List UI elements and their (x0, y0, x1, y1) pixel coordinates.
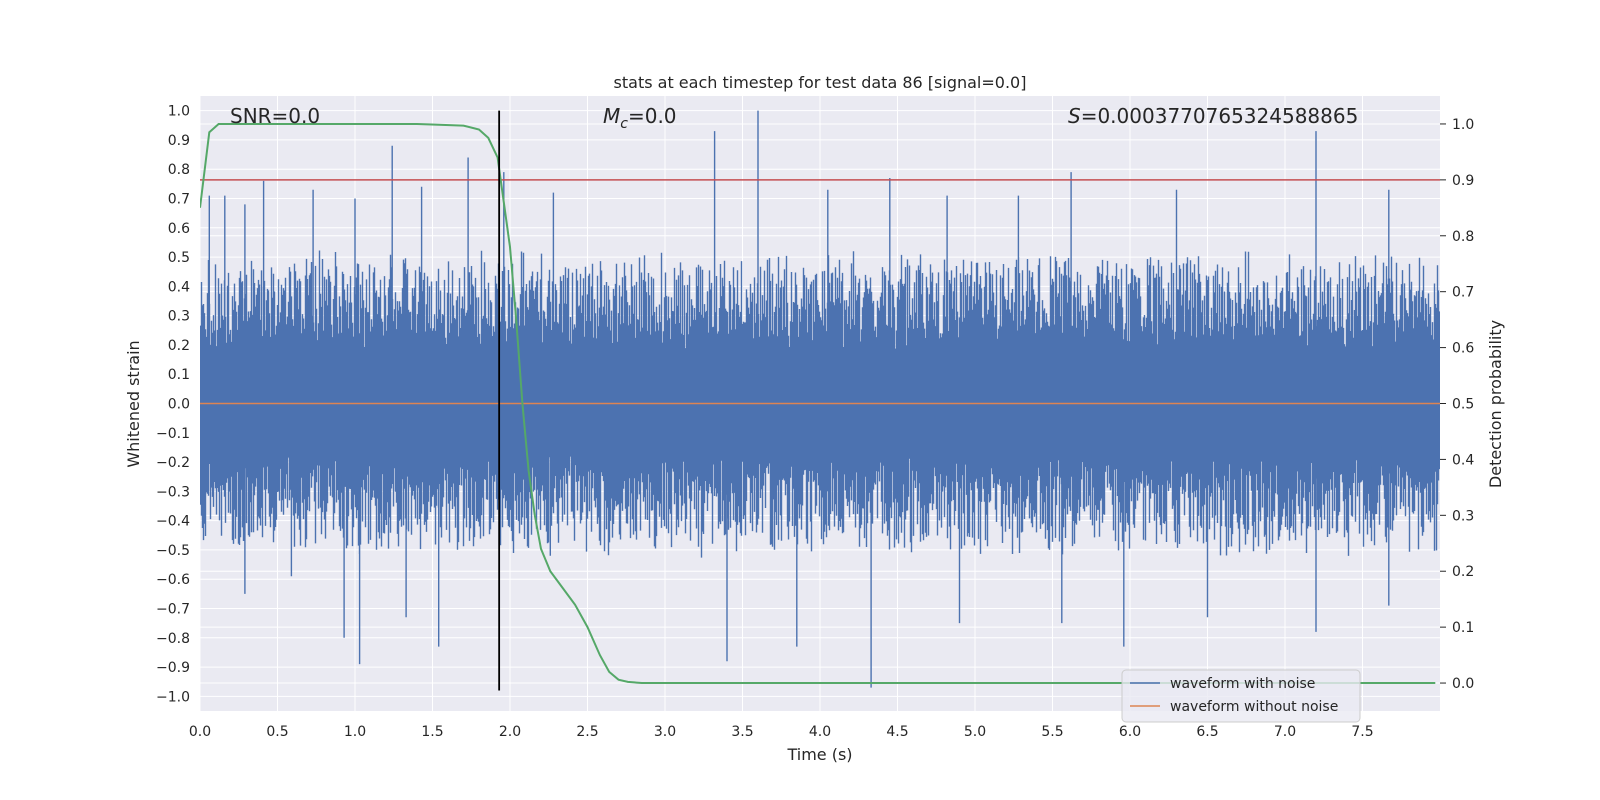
x-tick-label: 7.0 (1274, 724, 1296, 740)
x-tick-label: 4.5 (886, 724, 908, 740)
y-tick-label: 0.6 (168, 221, 190, 237)
y-tick-label: 1.0 (168, 104, 190, 120)
y-tick-label: −0.4 (156, 514, 190, 530)
y-tick-label: −0.7 (156, 602, 190, 618)
y-tick-label: −1.0 (156, 689, 190, 705)
x-tick-label: 3.0 (654, 724, 676, 740)
y-tick-label: 0.4 (168, 279, 190, 295)
s-symbol: S (1068, 104, 1081, 128)
y2-tick-label: 0.8 (1452, 229, 1474, 245)
x-tick-label: 6.5 (1196, 724, 1218, 740)
y2-tick-label: 1.0 (1452, 117, 1474, 133)
legend: waveform with noise waveform without noi… (1121, 669, 1361, 723)
y2-tick-label: 0.7 (1452, 285, 1474, 301)
legend-box (1121, 669, 1361, 723)
x-tick-label: 5.5 (1041, 724, 1063, 740)
y-tick-label: 0.8 (168, 162, 190, 178)
x-tick-label: 7.5 (1351, 724, 1373, 740)
y2-tick-label: 0.3 (1452, 508, 1474, 524)
y-tick-label: −0.8 (156, 631, 190, 647)
y-tick-label: 0.3 (168, 309, 190, 325)
s-value: =0.00037707653245888​65 (1081, 104, 1359, 128)
x-tick-label: 2.5 (576, 724, 598, 740)
y-tick-label: −0.6 (156, 572, 190, 588)
y-tick-label: 0.1 (168, 367, 190, 383)
x-axis-label: Time (s) (786, 745, 852, 764)
y2-tick-label: 0.0 (1452, 676, 1474, 692)
mc-symbol: M (603, 104, 620, 128)
x-tick-label: 1.0 (344, 724, 366, 740)
y-tick-label: −0.3 (156, 484, 190, 500)
x-tick-label: 5.0 (964, 724, 986, 740)
y-tick-label: −0.2 (156, 455, 190, 471)
y-tick-label: 0.7 (168, 192, 190, 208)
axes: 0.0 0.5 1.0 1.5 2.0 2.5 3.0 3.5 4.0 4.5 5.0 5.5 6.0 6… (156, 104, 1474, 740)
x-tick-label: 1.5 (421, 724, 443, 740)
mc-annotation: Mc=0.0 (603, 104, 677, 132)
y2-tick-label: 0.1 (1452, 620, 1474, 636)
series-waveform-with-noise (200, 110, 1440, 688)
mc-subscript: c (620, 116, 628, 132)
s-annotation: S=0.00037707653245888​65 (1068, 104, 1358, 128)
y-tick-label: 0.2 (168, 338, 190, 354)
legend-label-noise: waveform with noise (1170, 676, 1315, 692)
x-tick-label: 0.5 (266, 724, 288, 740)
y2-axis-label: Detection probability (1486, 320, 1505, 488)
x-tick-label: 6.0 (1119, 724, 1141, 740)
mc-value: =0.0 (628, 104, 677, 128)
x-tick-label: 2.0 (499, 724, 521, 740)
y2-tick-label: 0.4 (1452, 452, 1474, 468)
data-layer (200, 110, 1440, 691)
y-tick-label: 0.5 (168, 250, 190, 266)
y-axis-label: Whitened strain (124, 340, 143, 467)
y-tick-label: 0.9 (168, 133, 190, 149)
y2-tick-label: 0.9 (1452, 173, 1474, 189)
y2-tick-label: 0.5 (1452, 397, 1474, 413)
y-tick-label: 0.0 (168, 397, 190, 413)
y-tick-label: −0.9 (156, 660, 190, 676)
x-tick-label: 4.0 (809, 724, 831, 740)
x-tick-label: 3.5 (731, 724, 753, 740)
series-detection-probability (200, 123, 1436, 684)
legend-label-clean: waveform without noise (1170, 699, 1338, 715)
y-tick-label: −0.5 (156, 543, 190, 559)
snr-annotation: SNR=0.0 (230, 104, 320, 128)
y-tick-label: −0.1 (156, 426, 190, 442)
chart-title: stats at each timestep for test data 86 … (614, 73, 1027, 92)
x-tick-label: 0.0 (189, 724, 211, 740)
y2-tick-label: 0.6 (1452, 341, 1474, 357)
y2-tick-label: 0.2 (1452, 564, 1474, 580)
